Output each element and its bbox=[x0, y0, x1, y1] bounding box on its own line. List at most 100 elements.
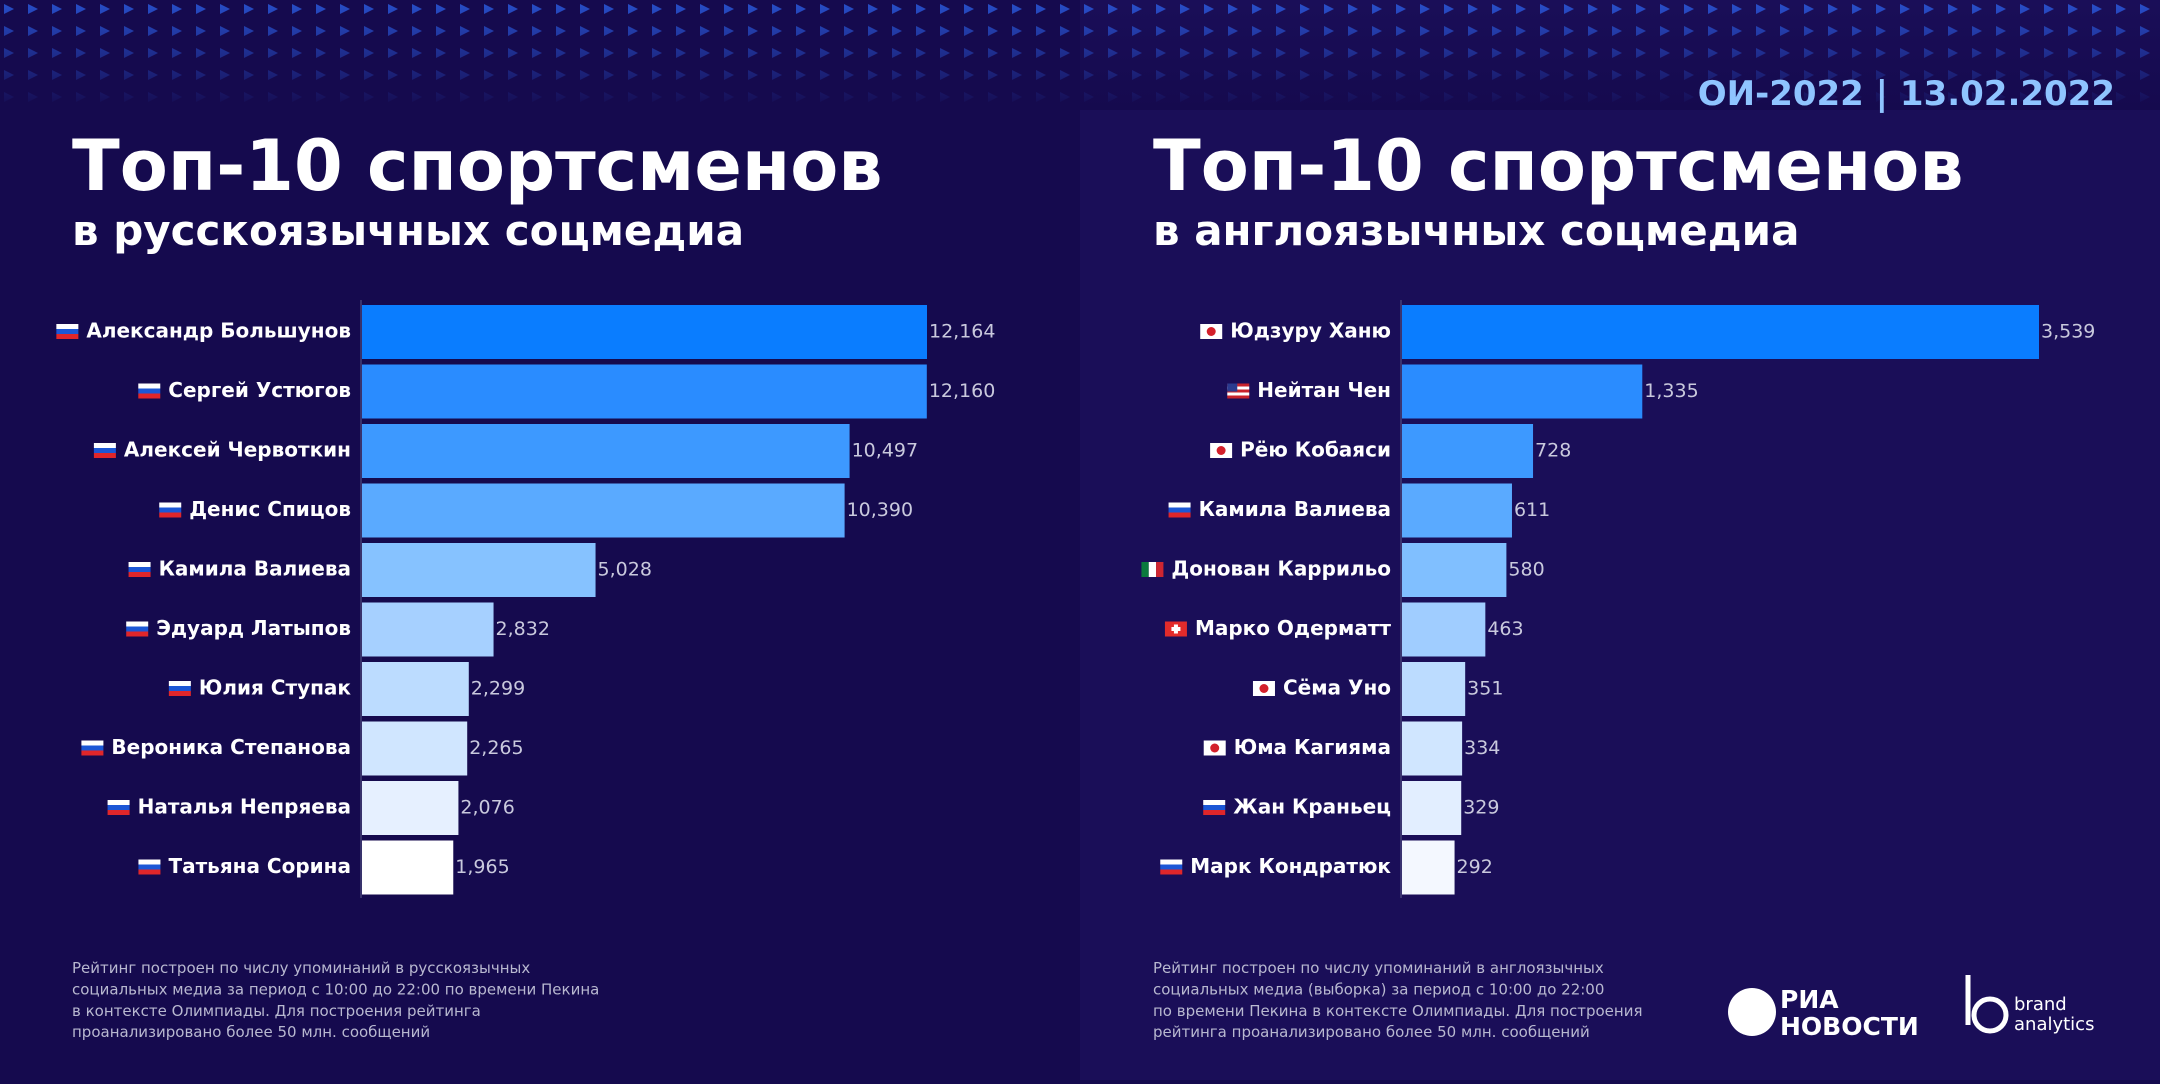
bar bbox=[362, 543, 596, 597]
bar bbox=[362, 840, 454, 895]
category-label: Эдуард Латыпов bbox=[156, 616, 351, 640]
value-label: 329 bbox=[1463, 797, 1499, 819]
flag bbox=[1259, 684, 1269, 693]
flag bbox=[1227, 383, 1250, 387]
flag bbox=[107, 800, 130, 805]
flag bbox=[93, 443, 116, 448]
flag bbox=[1160, 869, 1183, 875]
chart-subtitle: в англоязычных соцмедиа bbox=[1153, 206, 1799, 255]
flag bbox=[93, 453, 116, 458]
flag bbox=[107, 810, 130, 815]
bar bbox=[1402, 305, 2039, 359]
bar bbox=[1402, 840, 1455, 895]
value-label: 10,390 bbox=[847, 499, 913, 521]
footnote: в контексте Олимпиады. Для построения ре… bbox=[72, 1002, 481, 1020]
flag bbox=[1171, 627, 1181, 631]
footnote: Рейтинг построен по числу упоминаний в а… bbox=[1153, 959, 1604, 977]
flag bbox=[1206, 327, 1216, 336]
flag bbox=[1168, 512, 1191, 518]
flag bbox=[56, 324, 79, 329]
value-label: 10,497 bbox=[852, 440, 918, 462]
flag bbox=[1216, 446, 1226, 455]
flag bbox=[1227, 389, 1250, 393]
value-label: 728 bbox=[1535, 440, 1571, 462]
flag bbox=[138, 388, 161, 394]
bar bbox=[362, 483, 845, 538]
flag bbox=[81, 750, 104, 756]
category-label: Жан Краньец bbox=[1233, 795, 1391, 819]
footnote: социальных медиа (выборка) за период с 1… bbox=[1153, 980, 1604, 998]
flag bbox=[56, 334, 79, 339]
chart-subtitle: в русскоязычных соцмедиа bbox=[72, 206, 744, 255]
category-label: Сергей Устюгов bbox=[168, 378, 351, 402]
value-label: 1,965 bbox=[455, 856, 509, 878]
date-label: ОИ-2022 | 13.02.2022 bbox=[1698, 74, 2115, 114]
value-label: 2,076 bbox=[460, 797, 514, 819]
flag bbox=[56, 329, 79, 334]
category-label: Рёю Кобаяси bbox=[1240, 438, 1391, 462]
chart-title: Топ-10 спортсменов bbox=[72, 125, 883, 207]
bar bbox=[1402, 483, 1512, 538]
bar bbox=[362, 424, 850, 478]
flag bbox=[1156, 562, 1164, 577]
bar bbox=[362, 602, 494, 657]
ria-name: РИА bbox=[1780, 985, 1839, 1014]
value-label: 580 bbox=[1508, 559, 1544, 581]
flag bbox=[138, 859, 161, 865]
flag bbox=[81, 740, 104, 746]
category-label: Юдзуру Ханю bbox=[1230, 319, 1391, 343]
footnote: Рейтинг построен по числу упоминаний в р… bbox=[72, 959, 530, 977]
flag bbox=[168, 691, 191, 696]
bar bbox=[362, 662, 469, 716]
right-panel bbox=[1080, 0, 2160, 1080]
value-label: 5,028 bbox=[598, 559, 652, 581]
category-label: Юма Кагияма bbox=[1234, 735, 1391, 759]
value-label: 463 bbox=[1487, 618, 1523, 640]
value-label: 2,265 bbox=[469, 737, 523, 759]
flag bbox=[138, 393, 161, 399]
bar bbox=[1402, 662, 1466, 716]
footnote: по времени Пекина в контексте Олимпиады.… bbox=[1153, 1002, 1643, 1020]
flag bbox=[1203, 805, 1226, 810]
bar bbox=[1402, 424, 1534, 478]
flag bbox=[138, 864, 161, 870]
flag bbox=[107, 805, 130, 810]
value-label: 611 bbox=[1514, 499, 1550, 521]
category-label: Камила Валиева bbox=[159, 557, 351, 581]
value-label: 351 bbox=[1467, 678, 1503, 700]
category-label: Татьяна Сорина bbox=[168, 854, 351, 878]
flag bbox=[138, 869, 161, 875]
flag bbox=[126, 631, 149, 637]
footnote: проанализировано более 50 млн. сообщений bbox=[72, 1023, 430, 1041]
flag bbox=[1203, 800, 1226, 805]
flag bbox=[1227, 383, 1238, 392]
value-label: 2,299 bbox=[471, 678, 525, 700]
flag bbox=[1148, 562, 1157, 577]
flag bbox=[1227, 392, 1250, 396]
category-label: Денис Спицов bbox=[189, 497, 351, 521]
category-label: Юлия Ступак bbox=[199, 676, 352, 700]
category-label: Донован Каррильо bbox=[1171, 557, 1391, 581]
brand-logo: brand analytics bbox=[1965, 975, 2094, 1035]
brand-icon bbox=[1965, 975, 2009, 1034]
flag bbox=[168, 681, 191, 686]
category-label: Александр Большунов bbox=[86, 319, 351, 343]
flag bbox=[81, 745, 104, 751]
flag bbox=[1210, 743, 1220, 753]
bar bbox=[1402, 543, 1507, 597]
value-label: 292 bbox=[1457, 856, 1493, 878]
value-label: 2,832 bbox=[496, 618, 550, 640]
value-label: 12,164 bbox=[929, 321, 995, 343]
category-label: Вероника Степанова bbox=[111, 735, 351, 759]
category-label: Алексей Червоткин bbox=[124, 438, 351, 462]
brand-name: analytics bbox=[2014, 1014, 2094, 1035]
bar bbox=[1402, 721, 1463, 776]
flag bbox=[128, 562, 151, 567]
flag bbox=[1227, 395, 1250, 399]
flag bbox=[1227, 386, 1250, 390]
flag bbox=[1168, 502, 1191, 508]
category-label: Сёма Уно bbox=[1283, 676, 1391, 700]
flag bbox=[1168, 507, 1191, 513]
